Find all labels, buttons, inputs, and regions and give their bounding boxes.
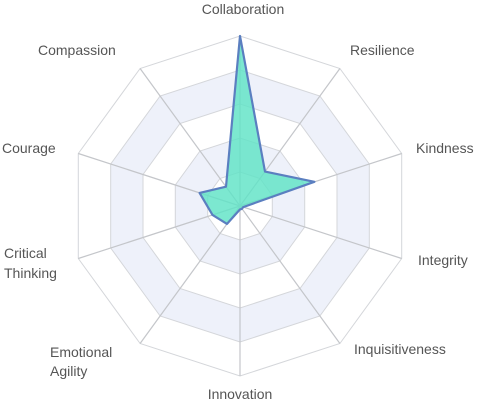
spoke-3 [239, 205, 402, 260]
axis-label-innovation: Innovation [208, 386, 273, 402]
axis-label-kindness: Kindness [416, 140, 474, 156]
spoke-9 [139, 68, 241, 207]
axis-label-courage: Courage [2, 140, 56, 156]
axis-label-collaboration: Collaboration [202, 1, 285, 17]
axis-label-emotional-agility: Emotional Agility [50, 344, 112, 379]
series-polygon-0 [198, 34, 316, 225]
axis-label-critical-thinking: Critical Thinking [4, 245, 57, 281]
series-layer [198, 34, 316, 225]
axis-label-resilience: Resilience [350, 42, 415, 58]
axis-labels: Collaboration Resilience Kindness Integrity… [2, 1, 474, 402]
spoke-6 [139, 205, 241, 344]
axis-label-compassion: Compassion [38, 42, 116, 58]
axis-label-integrity: Integrity [418, 252, 468, 268]
axis-label-inquisitiveness: Inquisitiveness [354, 341, 446, 357]
spoke-4 [239, 205, 341, 344]
